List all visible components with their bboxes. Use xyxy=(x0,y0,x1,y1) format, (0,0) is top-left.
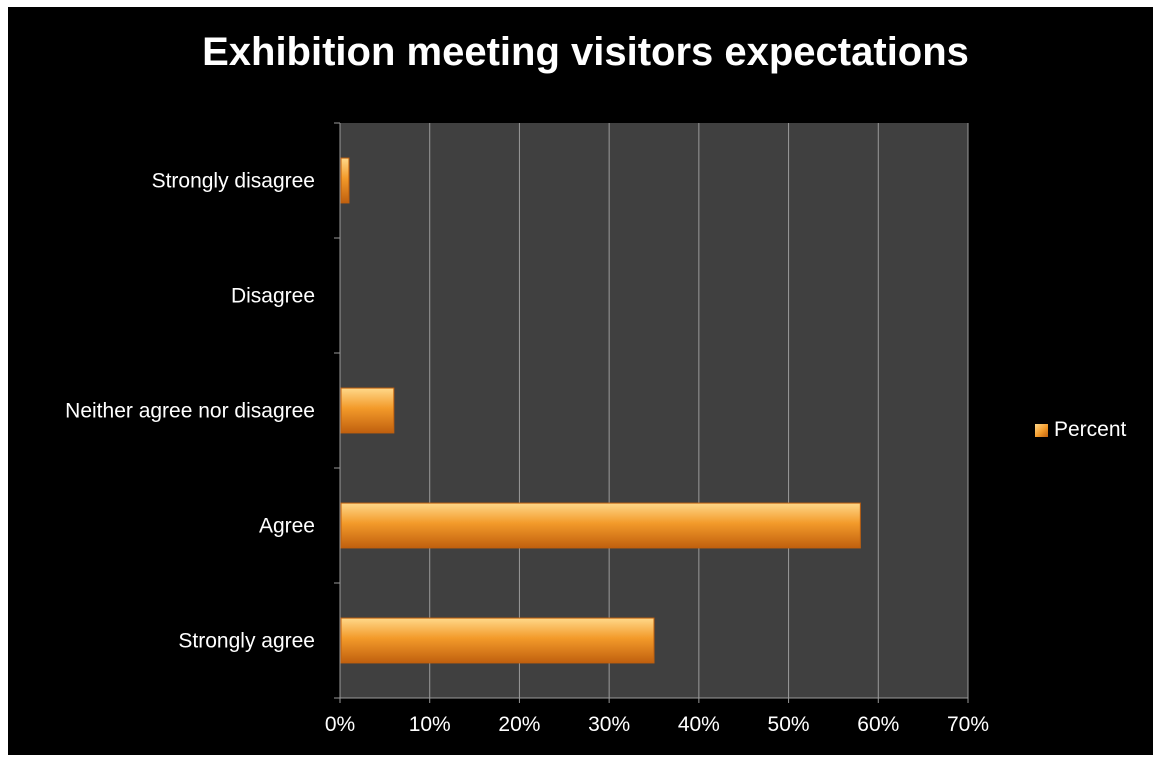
y-category-label: Strongly agree xyxy=(178,630,315,653)
legend-swatch xyxy=(1035,423,1048,437)
x-tick-label: 30% xyxy=(588,713,630,736)
bar xyxy=(340,502,861,549)
x-tick-label: 40% xyxy=(678,713,720,736)
plot-area xyxy=(340,123,968,698)
x-tick-label: 0% xyxy=(325,713,355,736)
x-tick-label: 20% xyxy=(498,713,540,736)
bar xyxy=(340,617,655,664)
legend-label: Percent xyxy=(1054,418,1127,441)
y-category-label: Strongly disagree xyxy=(152,170,315,193)
x-tick-label: 10% xyxy=(409,713,451,736)
y-category-label: Neither agree nor disagree xyxy=(65,400,315,423)
x-tick-label: 50% xyxy=(768,713,810,736)
x-tick-label: 70% xyxy=(947,713,989,736)
legend: Percent xyxy=(1035,418,1126,442)
chart-title: Exhibition meeting visitors expectations xyxy=(202,30,969,74)
x-tick-label: 60% xyxy=(857,713,899,736)
bar xyxy=(340,387,395,434)
y-category-label: Disagree xyxy=(231,285,315,308)
y-category-label: Agree xyxy=(259,515,315,538)
bar xyxy=(340,157,350,204)
